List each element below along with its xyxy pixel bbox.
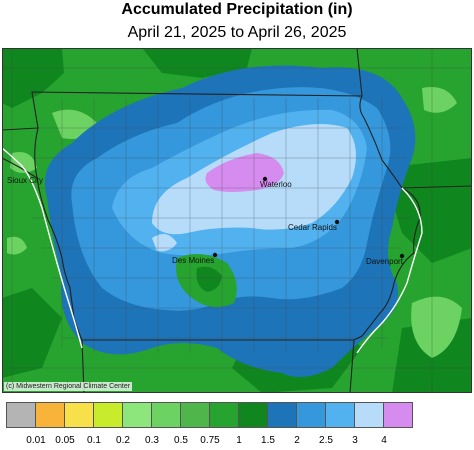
legend-tick-label: 3: [352, 435, 358, 446]
city-cedarrapids: Cedar Rapids: [288, 219, 340, 232]
county-grid: [2, 48, 472, 393]
des-moines-marker: [212, 252, 218, 258]
rivers: [2, 147, 423, 354]
davenport-marker: [399, 253, 405, 259]
legend-swatch-3: [93, 402, 123, 428]
legend-swatch-1: [35, 402, 65, 428]
waterloo-marker: [262, 176, 268, 182]
state-borders: [2, 48, 472, 393]
legend: 0.01 0.05 0.1 0.2 0.3 0.5 0.75 1 1.5 2 2.5 3 4: [6, 402, 468, 448]
legend-tick-label: 0.5: [174, 435, 188, 446]
legend-tick-label: 0.01: [26, 435, 46, 446]
cedar-rapids-marker: [334, 219, 340, 225]
map-title: Accumulated Precipitation (in): [121, 1, 353, 18]
credit-text: (c) Midwestern Regional Climate Center: [4, 382, 133, 391]
city-waterloo: Waterloo: [260, 176, 292, 189]
legend-swatch-8: [238, 402, 268, 428]
legend-swatch-2: [64, 402, 94, 428]
city-label-cedar-rapids: Cedar Rapids: [288, 223, 337, 232]
legend-tick-label: 1: [236, 435, 242, 446]
legend-tick-label: 0.05: [55, 435, 75, 446]
legend-swatch-4: [122, 402, 152, 428]
precip-4-plus-zone: [205, 153, 284, 192]
legend-tick-label: 0.3: [145, 435, 159, 446]
city-siouxcity: Sioux City: [7, 176, 43, 185]
precipitation-map: Sioux City Waterloo Cedar Rapids Des Moi…: [2, 48, 472, 393]
legend-tick-label: 4: [381, 435, 387, 446]
legend-tick-label: 0.1: [87, 435, 101, 446]
city-desmoines: Des Moines: [172, 252, 218, 265]
city-label-sioux-city: Sioux City: [7, 176, 43, 185]
map-frame: [2, 48, 472, 393]
city-label-davenport: Davenport: [366, 257, 404, 266]
legend-swatch-10: [296, 402, 326, 428]
legend-tick-label: 2.5: [319, 435, 333, 446]
precip-dark-central: [196, 266, 222, 292]
legend-swatch-7: [209, 402, 239, 428]
legend-swatches: [6, 402, 413, 428]
legend-tick-label: 2: [294, 435, 300, 446]
map-subtitle: April 21, 2025 to April 26, 2025: [127, 24, 347, 41]
city-davenport: Davenport: [366, 253, 405, 266]
legend-swatch-6: [180, 402, 210, 428]
legend-swatch-13: [383, 402, 413, 428]
city-label-des-moines: Des Moines: [172, 256, 214, 265]
legend-swatch-9: [267, 402, 297, 428]
legend-swatch-0: [6, 402, 36, 428]
legend-tick-label: 0.2: [116, 435, 130, 446]
legend-tick-label: 0.75: [200, 435, 220, 446]
map-svg: Sioux City Waterloo Cedar Rapids Des Moi…: [2, 48, 472, 393]
legend-swatch-11: [325, 402, 355, 428]
legend-swatch-12: [354, 402, 384, 428]
legend-tick-label: 1.5: [261, 435, 275, 446]
city-label-waterloo: Waterloo: [260, 180, 292, 189]
legend-swatch-5: [151, 402, 181, 428]
